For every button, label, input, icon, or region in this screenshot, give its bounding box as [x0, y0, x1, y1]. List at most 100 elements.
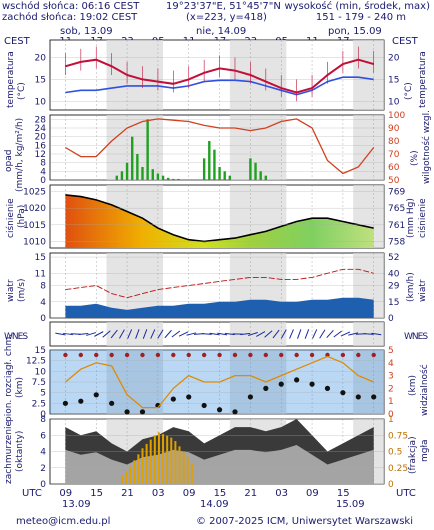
night-shade-1-1 — [229, 115, 287, 180]
fog-bar-20.0 — [120, 475, 123, 484]
wind-arrow-60.5 — [326, 329, 334, 339]
rain-bar-6 — [146, 119, 149, 180]
fog-bar-21.6 — [129, 466, 132, 484]
night-shade-2-2 — [353, 185, 384, 248]
cloud-extent-dot-10 — [216, 407, 223, 413]
fog-bar-33.6 — [190, 463, 193, 484]
elevation-values: 151 - 179 - 240 m — [315, 12, 406, 23]
night-shade-3-0 — [106, 253, 164, 318]
fog-bar-24.8 — [145, 443, 148, 484]
cloud-left-label: zachmurzenie — [4, 420, 14, 484]
wind-rtick-0: 0 — [388, 314, 394, 324]
wind-arrow-66.5 — [355, 333, 366, 335]
fog-bar-32.0 — [182, 451, 185, 484]
wind-arrow-33.5 — [186, 332, 197, 336]
rain-tick-24: 24 — [35, 124, 47, 134]
pressure-rtick-758: 758 — [388, 237, 405, 247]
pres-right-unit: (mm Hg) — [406, 198, 416, 238]
wind-arrow-21.5 — [127, 329, 133, 339]
rain-bar-13 — [202, 158, 206, 180]
fog-bar-27.2 — [157, 432, 160, 484]
top-hour-label: 11 — [182, 36, 196, 47]
fog-rtick-0.25: 0.25 — [388, 464, 408, 474]
fog-bar-25.6 — [149, 439, 152, 484]
cloud-top-dot-13 — [263, 352, 269, 358]
cloud-top-dot-10 — [217, 352, 222, 358]
wind-arrow-24.5 — [142, 329, 148, 339]
date-label-2: 14.09 — [200, 499, 229, 510]
wind-arrow-44 — [240, 332, 251, 336]
temp-rtick-20: 20 — [388, 54, 400, 64]
cloud-top-dot-3 — [109, 352, 114, 358]
panel-frame-5 — [49, 349, 385, 415]
rain-bar-12 — [177, 178, 180, 180]
top-hour-label: 11 — [306, 36, 319, 47]
cloud-top-dot-19 — [356, 352, 361, 358]
bottom-hour-label: 15 — [213, 488, 227, 499]
humidity-rtick-70: 70 — [388, 150, 400, 160]
panel-frame-3 — [49, 252, 385, 319]
cloud-cover-area — [65, 419, 374, 484]
night-shade-4-1 — [229, 322, 287, 346]
wind-arrow-32 — [178, 331, 189, 337]
rain-bar-18 — [228, 175, 232, 180]
wind-right-label: wiatr — [418, 279, 428, 302]
cloud-extent-dot-13 — [263, 385, 269, 391]
top-hour-label: 11 — [59, 36, 73, 47]
humidity-rtick-50: 50 — [388, 176, 400, 186]
wind-arrow-50 — [272, 329, 280, 339]
fog-bar-28.8 — [166, 435, 169, 484]
fog-rtick-0.75: 0.75 — [388, 431, 408, 441]
humidity-rtick-100: 100 — [388, 111, 405, 121]
cloud-extent-dot-11 — [232, 409, 238, 415]
temp-right-unit: (°C) — [404, 82, 414, 100]
wind-arrow-45.5 — [248, 332, 258, 336]
humidity-line — [65, 118, 375, 175]
wind-arrow-56 — [304, 329, 310, 339]
rain-bar-22 — [264, 175, 268, 180]
grid-text: (x=223, y=418) — [186, 12, 267, 23]
cloud-extent-dot-19 — [355, 394, 361, 400]
cloud-top-dot-0 — [63, 352, 68, 358]
rain-bar-3 — [131, 136, 134, 180]
cloud-extent-dot-16 — [309, 381, 315, 387]
rain-bar-4 — [136, 154, 139, 180]
wind-tick-0: 0 — [40, 314, 46, 324]
wind-left-label: wiatr — [6, 279, 16, 302]
cloud-extent-dot-18 — [340, 390, 346, 396]
pressure-rtick-761: 761 — [388, 221, 405, 231]
cloud-top-dot-2 — [94, 352, 99, 358]
cloud-extent-tick-12.5: 12.5 — [26, 357, 46, 367]
vis-rtick-4: 4 — [388, 359, 394, 369]
footer-email[interactable]: meteo@icm.edu.pl — [16, 516, 111, 527]
footer-copyright: © 2007-2025 ICM, Uniwersytet Warszawski — [196, 516, 413, 527]
pressure-line — [65, 194, 374, 243]
top-hour-label: 05 — [275, 36, 288, 47]
wind-tick-8: 8 — [40, 282, 46, 292]
day-label-2: nie, 14.09 — [196, 26, 247, 37]
night-shade-1-0 — [106, 115, 164, 180]
night-shade-2-0 — [106, 185, 164, 248]
cloud-top-dot-16 — [309, 352, 315, 358]
bottom-hour-label: 03 — [151, 488, 165, 499]
pressure-rtick-765: 765 — [388, 204, 405, 214]
humidity-rtick-80: 80 — [388, 137, 400, 147]
compass-right: WNES — [404, 332, 428, 342]
cloud-extent-dot-15 — [294, 377, 300, 383]
rain-right-label: wilgotność wzgl. — [422, 110, 432, 184]
dew-point-line — [65, 76, 374, 96]
wind-arrow-51.5 — [280, 329, 287, 339]
night-shade-5-2 — [353, 350, 384, 414]
rain-bar-5 — [141, 167, 144, 180]
cloud-top-dot-4 — [124, 352, 130, 358]
vis-left-unit: (km) — [15, 376, 25, 398]
rain-left-unit: (mm/h, kg/m²/h) — [15, 117, 25, 192]
bottom-hour-label: 21 — [244, 488, 258, 499]
cloud-top-dot-1 — [78, 352, 84, 358]
cloud-top-dot-20 — [371, 352, 376, 358]
rain-bar-10 — [166, 177, 170, 180]
temp-right-label: temperatura — [418, 51, 428, 108]
wind-arrow-65 — [348, 332, 359, 336]
cloud-top-dot-8 — [186, 352, 191, 358]
vis-right-label: widzialność — [420, 364, 430, 416]
